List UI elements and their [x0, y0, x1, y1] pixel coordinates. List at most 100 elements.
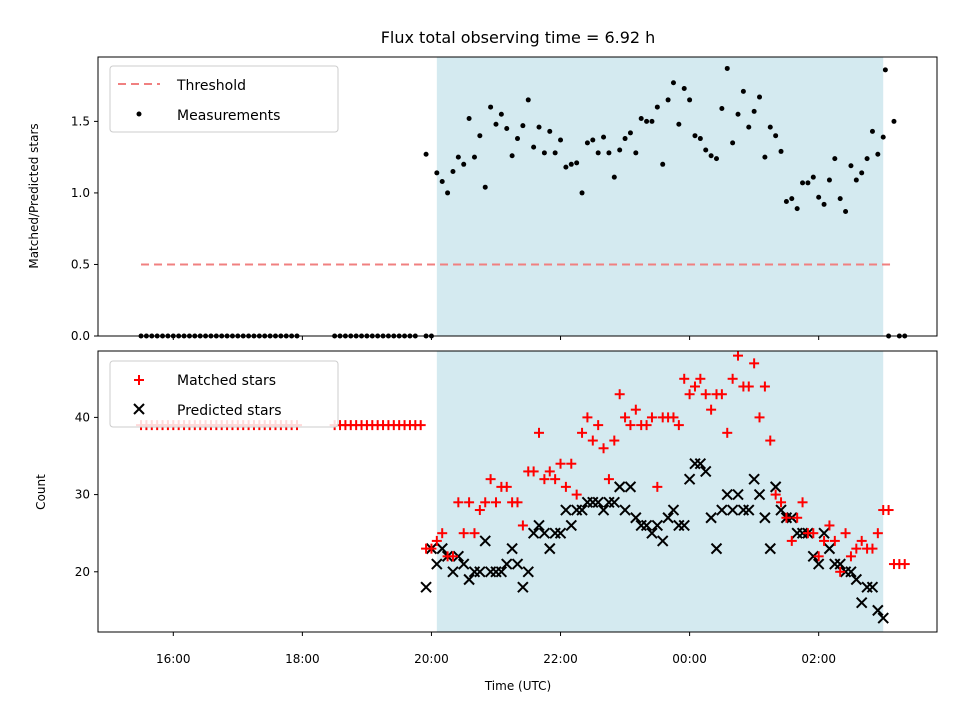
measurement-point: [466, 116, 472, 122]
x-tick-label: 20:00: [414, 652, 449, 666]
predicted-star-point: [866, 581, 879, 593]
matched-star-point: [722, 427, 733, 438]
matched-star-point: [754, 412, 765, 423]
measurement-point: [541, 150, 547, 156]
matched-star-point: [765, 435, 776, 446]
legend-matched-label: Matched stars: [177, 373, 276, 389]
matched-star-point: [528, 466, 539, 477]
x-tick-label: 18:00: [285, 652, 320, 666]
matched-star-point: [603, 474, 614, 485]
measurement-point: [740, 88, 746, 94]
matched-star-point: [695, 373, 706, 384]
measurement-point: [461, 161, 467, 167]
predicted-star-point: [538, 527, 551, 539]
measurement-point: [724, 65, 730, 71]
measurement-point: [789, 196, 795, 202]
chart-title: Flux total observing time = 6.92 h: [381, 28, 656, 47]
x-tick-label: 16:00: [156, 652, 191, 666]
ratio-axes-frame: [97, 56, 938, 337]
matched-star-point: [437, 528, 448, 539]
matched-star-point: [593, 420, 604, 431]
ratio-legend-box: [109, 65, 339, 133]
measurement-point: [633, 150, 639, 156]
measurement-point: [531, 144, 537, 150]
measurement-point: [471, 154, 477, 160]
measurement-point: [482, 184, 488, 190]
matched-star-point: [899, 559, 910, 570]
measurement-point: [504, 126, 510, 132]
measurement-point: [810, 174, 816, 180]
measurement-point: [611, 174, 617, 180]
matched-star-point: [582, 412, 593, 423]
measurement-point: [757, 94, 763, 100]
matched-star-point: [620, 412, 631, 423]
predicted-star-point: [667, 504, 680, 516]
measurement-point: [773, 133, 779, 139]
measurement-point: [880, 134, 886, 140]
matched-star-point: [743, 381, 754, 392]
matched-star-point: [625, 420, 636, 431]
ratio-y-tick-label: 1.0: [71, 186, 90, 200]
measurement-point: [735, 111, 741, 117]
predicted-star-point: [877, 612, 889, 624]
matched-star-point: [835, 566, 846, 577]
predicted-star-point: [732, 488, 744, 501]
measurement-point: [821, 201, 827, 207]
matched-star-point: [534, 427, 545, 438]
measurement-point: [778, 148, 784, 154]
matched-star-point: [614, 389, 625, 400]
predicted-star-point: [565, 519, 577, 532]
measurement-point: [697, 136, 703, 142]
predicted-star-point: [775, 504, 787, 516]
ratio-y-tick-label: 0.0: [71, 329, 90, 343]
predicted-star-point: [812, 558, 825, 570]
matched-star-point: [560, 481, 571, 492]
measurement-point: [853, 177, 859, 183]
ratio-y-tick-label: 1.5: [71, 114, 90, 128]
predicted-star-point: [705, 512, 717, 524]
predicted-star-point: [463, 573, 475, 586]
matched-star-point: [856, 535, 867, 546]
predicted-star-point: [495, 566, 508, 578]
x-tick-label: 22:00: [543, 652, 578, 666]
matched-star-point: [733, 350, 744, 361]
matched-star-point: [517, 520, 528, 531]
measurement-point: [547, 128, 553, 134]
predicted-star-point: [748, 473, 760, 485]
measurement-point: [493, 121, 499, 127]
predicted-star-point: [597, 504, 610, 516]
predicted-star-point: [683, 473, 696, 485]
measurement-point: [762, 154, 768, 160]
predicted-star-point: [678, 519, 690, 532]
measurement-point: [515, 136, 520, 142]
matched-star-point: [630, 404, 641, 415]
legend-measurements-swatch: [136, 111, 142, 117]
ratio-y-tick-label: 0.5: [71, 257, 90, 271]
predicted-star-point: [431, 558, 443, 570]
measurement-point: [595, 150, 601, 156]
predicted-star-point: [726, 504, 739, 516]
measurement-point: [800, 180, 806, 186]
measurement-point: [665, 97, 671, 103]
measurement-point: [617, 147, 623, 153]
measurement-point: [568, 161, 574, 167]
matched-star-point: [872, 528, 883, 539]
matched-star-point: [555, 458, 566, 469]
ratio-legend: Threshold Measurements: [109, 65, 339, 133]
matched-star-point: [716, 389, 727, 400]
predicted-star-point: [613, 481, 626, 493]
measurement-point: [445, 190, 451, 196]
measurement-point: [606, 150, 612, 156]
matched-star-point: [587, 435, 598, 446]
count-y-label: Count: [34, 474, 48, 510]
matched-star-point: [469, 528, 480, 539]
count-legend: Matched stars Predicted stars: [109, 360, 339, 428]
legend-measurements-label: Measurements: [177, 108, 280, 124]
measurement-point: [837, 196, 843, 202]
measurement-point: [746, 124, 752, 130]
predicted-star-point: [624, 481, 637, 493]
predicted-star-point: [533, 519, 545, 532]
predicted-star-point: [716, 504, 728, 516]
predicted-star-point: [640, 519, 653, 532]
